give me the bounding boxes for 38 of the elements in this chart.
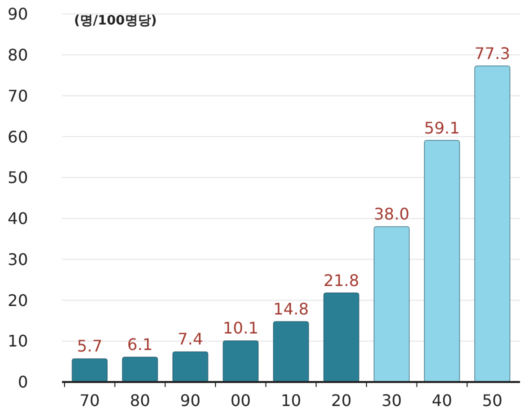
data-label: 6.1 <box>127 335 153 354</box>
x-tick-label: 50 <box>482 391 502 410</box>
x-tick-label: 90 <box>180 391 201 410</box>
y-axis-title: (명/100명당) <box>74 14 157 29</box>
bar <box>474 66 510 382</box>
y-tick-label: 80 <box>8 45 28 64</box>
bar <box>374 226 410 382</box>
bar <box>172 351 208 382</box>
y-tick-label: 70 <box>8 86 28 106</box>
y-tick-label: 30 <box>8 250 28 269</box>
y-tick-label: 50 <box>8 168 28 188</box>
x-tick-label: 40 <box>432 391 452 410</box>
data-label: 10.1 <box>222 318 258 338</box>
bar <box>222 340 259 382</box>
y-tick-label: 90 <box>8 4 28 24</box>
x-tick-label: 00 <box>230 391 251 410</box>
bar <box>424 140 460 382</box>
bar <box>72 358 108 382</box>
bar <box>273 321 309 382</box>
data-label: 14.8 <box>273 299 309 318</box>
y-tick-label: 0 <box>18 372 28 392</box>
data-label: 7.4 <box>178 330 204 349</box>
bar <box>323 292 360 382</box>
x-tick-label: 20 <box>331 391 352 410</box>
data-label: 5.7 <box>76 336 102 356</box>
data-label: 77.3 <box>474 44 510 63</box>
data-label: 38.0 <box>374 204 410 224</box>
x-tick-label: 10 <box>280 391 302 410</box>
y-tick-label: 40 <box>8 209 28 228</box>
y-tick-label: 10 <box>8 332 28 351</box>
y-tick-label: 60 <box>8 127 28 146</box>
y-tick-label: 20 <box>8 290 28 310</box>
data-label: 59.1 <box>424 118 460 138</box>
x-tick-label: 80 <box>130 391 150 410</box>
data-label: 21.8 <box>324 270 360 290</box>
x-tick-label: 30 <box>381 391 402 410</box>
bar <box>122 356 158 382</box>
x-tick-label: 70 <box>80 391 100 410</box>
